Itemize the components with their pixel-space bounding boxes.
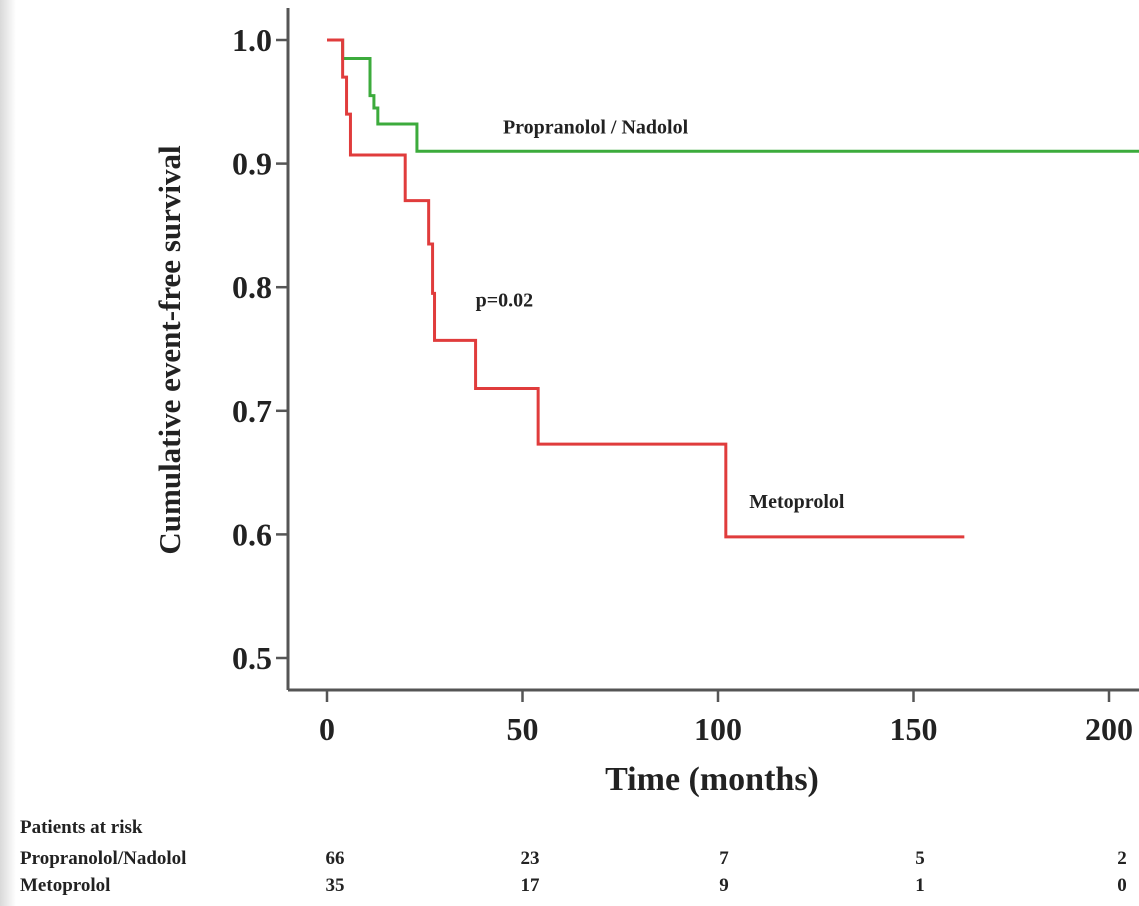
x-tick-label: 50 <box>507 711 539 747</box>
x-axis-title: Time (months) <box>605 761 819 798</box>
risk-cell: 17 <box>520 875 540 896</box>
risk-row-propranolol-nadolol: Propranolol/Nadolol 66 23 7 5 2 <box>20 848 1139 874</box>
y-tick-label: 0.5 <box>232 640 272 676</box>
tick-labels: 0.5 0.6 0.7 0.8 0.9 1.0 0 50 100 150 200 <box>232 22 1133 747</box>
risk-table: Patients at risk Propranolol/Nadolol 66 … <box>20 815 1139 906</box>
risk-row-label: Metoprolol <box>20 875 111 896</box>
y-tick-label: 0.8 <box>232 269 272 305</box>
risk-cell: 9 <box>719 875 729 896</box>
annotation-label: p=0.02 <box>476 290 534 312</box>
x-tick-label: 200 <box>1085 711 1133 747</box>
risk-cell: 7 <box>719 848 729 869</box>
x-tick-label: 100 <box>694 711 742 747</box>
series-line-propranolol-nadolol <box>327 38 1139 153</box>
risk-cell: 5 <box>915 848 925 869</box>
annotation-label: Propranolol / Nadolol <box>503 117 689 139</box>
risk-table-title: Patients at risk <box>20 817 143 838</box>
risk-row-label: Propranolol/Nadolol <box>20 848 187 869</box>
risk-cell: 1 <box>915 875 925 896</box>
survival-curves <box>327 38 1139 539</box>
risk-cell: 66 <box>325 848 345 869</box>
risk-cell: 23 <box>520 848 540 869</box>
risk-row-metoprolol: Metoprolol 35 17 9 1 0 <box>20 875 1139 901</box>
y-axis-title: Cumulative event-free survival <box>152 145 187 555</box>
annotations: Propranolol / Nadolol p=0.02 Metoprolol <box>476 117 845 514</box>
risk-cell: 0 <box>1117 875 1127 896</box>
annotation-label: Metoprolol <box>749 491 845 513</box>
y-tick-label: 0.9 <box>232 146 272 182</box>
risk-cell: 35 <box>325 875 345 896</box>
x-tick-label: 150 <box>890 711 938 747</box>
km-chart: 0.5 0.6 0.7 0.8 0.9 1.0 0 50 100 150 200 Time (mon… <box>152 8 1139 798</box>
y-tick-label: 0.7 <box>232 393 272 429</box>
series-line-metoprolol <box>327 38 965 539</box>
x-tick-label: 0 <box>319 711 335 747</box>
risk-cell: 2 <box>1117 848 1127 869</box>
y-tick-label: 1.0 <box>232 22 272 58</box>
y-tick-label: 0.6 <box>232 516 272 552</box>
axes <box>276 8 1139 702</box>
